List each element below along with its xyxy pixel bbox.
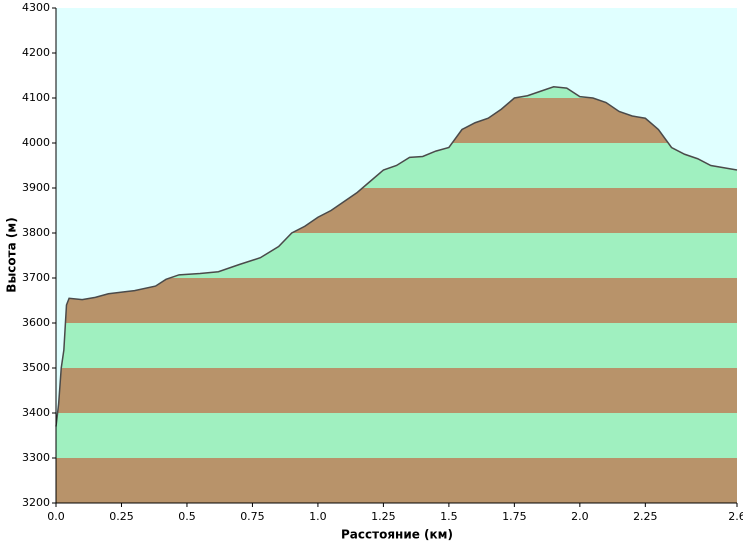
x-axis-label: Расстояние (км) [341, 528, 453, 542]
y-axis-label: Высота (м) [5, 217, 19, 292]
x-tick-label: 1.0 [309, 510, 327, 523]
y-tick-label: 4300 [22, 1, 50, 14]
y-tick-label: 4200 [22, 46, 50, 59]
elevation-band [56, 458, 737, 503]
y-tick-label: 4000 [22, 136, 50, 149]
x-tick-label: 0.75 [240, 510, 265, 523]
x-tick-label: 1.5 [440, 510, 458, 523]
y-tick-label: 3800 [22, 226, 50, 239]
elevation-line [55, 85, 738, 427]
y-tick-label: 3700 [22, 271, 50, 284]
y-tick-label: 3600 [22, 316, 50, 329]
y-tick-label: 3500 [22, 361, 50, 374]
elevation-band [56, 413, 737, 458]
y-tick-label: 4100 [22, 91, 50, 104]
y-tick-label: 3900 [22, 181, 50, 194]
x-tick-label: 0.5 [178, 510, 196, 523]
elevation-band [56, 278, 737, 323]
x-tick-label: 1.75 [502, 510, 527, 523]
y-tick-label: 3300 [22, 451, 50, 464]
x-tick-label: 2.25 [633, 510, 658, 523]
x-tick-label: 2.0 [571, 510, 589, 523]
elevation-band [56, 323, 737, 368]
y-tick-label: 3200 [22, 496, 50, 509]
elevation-band [56, 368, 737, 413]
x-tick-label: 0.0 [47, 510, 65, 523]
x-tick-label: 2.6 [728, 510, 743, 523]
y-tick-label: 3400 [22, 406, 50, 419]
x-tick-label: 1.25 [371, 510, 396, 523]
x-tick-label: 0.25 [109, 510, 134, 523]
